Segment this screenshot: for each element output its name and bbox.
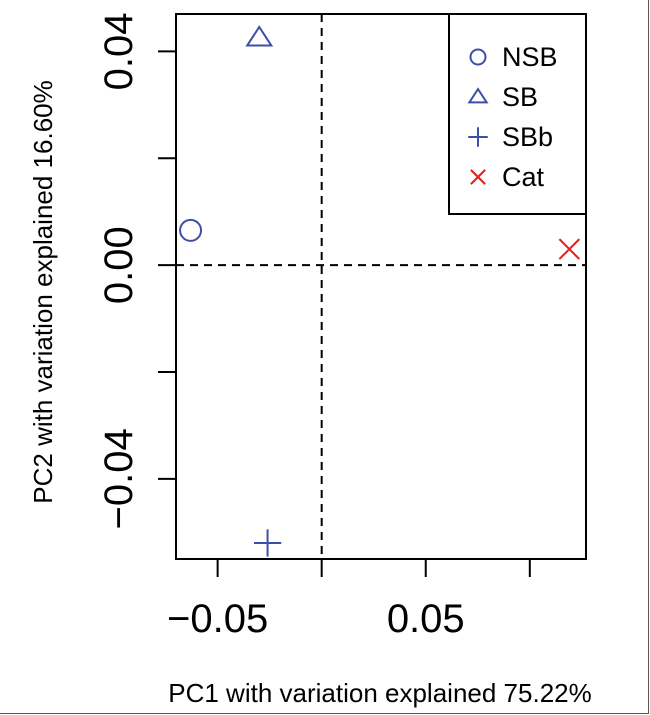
legend-marker-cat — [470, 169, 486, 185]
legend-label: SBb — [502, 122, 553, 152]
y-axis-title: PC2 with variation explained 16.60% — [28, 80, 58, 503]
x-axis: −0.05 0.05 — [167, 559, 531, 641]
point-cat — [558, 238, 581, 260]
plot-area — [175, 13, 587, 560]
y-axis: −0.04 0.00 0.04 — [97, 12, 176, 529]
legend: NSB SB SBb Cat — [448, 13, 587, 215]
legend-marker-nsb — [469, 48, 487, 66]
data-points — [179, 25, 581, 557]
x-tick-label: −0.05 — [167, 597, 268, 641]
x-axis-title: PC1 with variation explained 75.22% — [168, 678, 591, 708]
legend-marker-sb — [467, 87, 489, 104]
plot-border — [175, 13, 587, 560]
reference-lines — [176, 14, 586, 559]
y-tick-label: 0.04 — [97, 12, 141, 90]
legend-marker-sbb — [468, 127, 488, 147]
legend-label: NSB — [502, 42, 558, 72]
y-tick-label: −0.04 — [97, 428, 141, 529]
x-tick-label: 0.05 — [387, 597, 465, 641]
point-sbb — [253, 529, 282, 557]
y-tick-label: 0.00 — [97, 226, 141, 304]
legend-box — [448, 13, 587, 215]
point-sb — [245, 25, 274, 47]
legend-label: SB — [502, 82, 538, 112]
legend-label: Cat — [502, 162, 545, 192]
point-nsb — [179, 218, 203, 242]
